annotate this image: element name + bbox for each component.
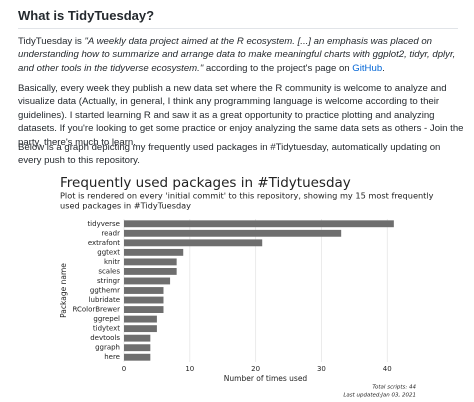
y-tick-label: tidytext	[93, 325, 120, 333]
y-tick-label: extrafont	[88, 239, 120, 247]
bar	[124, 315, 157, 323]
y-tick-label: stringr	[97, 277, 120, 285]
y-tick-label: readr	[101, 229, 120, 237]
y-tick-label: knitr	[104, 258, 120, 266]
bar	[124, 325, 157, 333]
bar	[124, 220, 394, 228]
bar	[124, 239, 263, 247]
y-tick-label: tidyverse	[87, 220, 120, 228]
paragraph: Basically, every week they publish a new…	[18, 83, 464, 148]
bar	[124, 287, 164, 294]
y-tick-label: here	[104, 353, 120, 361]
x-tick-label: 0	[122, 365, 126, 373]
y-tick-label: ggraph	[95, 344, 120, 352]
x-tick-label: 40	[383, 365, 392, 373]
chart: Frequently used packages in #Tidytuesday…	[59, 175, 434, 399]
y-tick-label: lubridate	[89, 296, 120, 304]
text: TidyTuesday is	[18, 36, 82, 47]
paragraph: TidyTuesday is "A weekly data project ai…	[18, 35, 464, 75]
chart-subtitle: Plot is rendered on every 'initial commi…	[60, 191, 434, 201]
bar	[124, 353, 151, 361]
bar	[124, 258, 177, 266]
text: according to the project's page on	[205, 62, 350, 74]
bar	[124, 344, 151, 352]
chart-title: Frequently used packages in #Tidytuesday	[60, 175, 351, 191]
paragraph: Below is a graph depicting my frequently…	[18, 142, 441, 167]
bar	[124, 229, 342, 237]
y-axis-label: Package name	[59, 263, 68, 318]
heading: What is TidyTuesday?	[18, 8, 458, 29]
bar	[124, 334, 151, 342]
y-tick-label: ggtext	[97, 248, 120, 256]
y-tick-label: RColorBrewer	[72, 306, 120, 314]
y-tick-label: devtools	[90, 334, 120, 342]
quote: "A weekly data project aimed at the R ec…	[18, 36, 456, 74]
text: .	[382, 62, 385, 74]
x-axis-label: Number of times used	[224, 374, 308, 383]
y-tick-label: ggrepel	[93, 315, 120, 323]
bar	[124, 306, 164, 313]
x-tick-label: 30	[317, 365, 326, 373]
chart-subtitle: used packages in #TidyTuesday	[60, 201, 191, 211]
bar	[124, 277, 171, 285]
bar	[124, 248, 184, 256]
x-tick-label: 20	[251, 365, 260, 373]
x-tick-label: 10	[185, 365, 194, 373]
caption: Total scripts: 44	[372, 385, 416, 391]
y-tick-label: scales	[98, 267, 120, 275]
bar	[124, 268, 177, 275]
caption: Last updated:Jan 03, 2021	[343, 393, 416, 399]
bar	[124, 296, 164, 304]
link[interactable]: GitHub	[352, 62, 383, 74]
y-tick-label: ggthemr	[90, 287, 120, 295]
